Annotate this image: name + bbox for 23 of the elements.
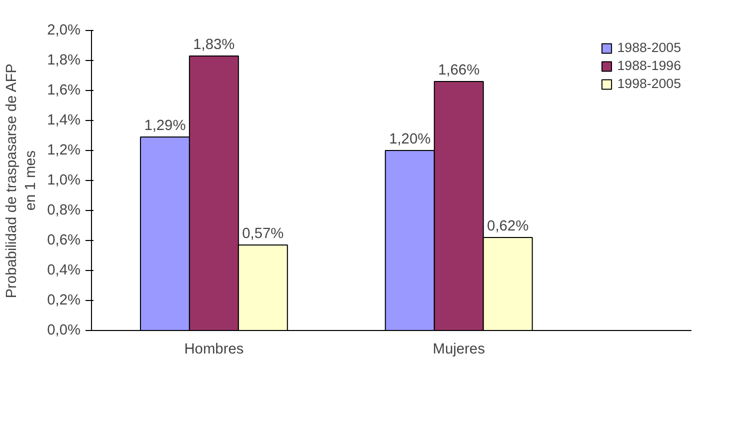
y-tick-label: 1,8%: [47, 52, 80, 68]
x-tick-label: Mujeres: [432, 342, 485, 358]
y-tick-label: 0,8%: [47, 202, 80, 218]
y-tick-label: 0,0%: [47, 322, 80, 338]
data-label: 0,57%: [242, 226, 284, 242]
y-axis-title: Probabilidad de traspasarse de AFP en 1 mes: [4, 64, 40, 298]
data-label: 1,29%: [144, 118, 186, 134]
legend-label: 1988-2005: [617, 40, 681, 55]
data-label: 1,66%: [438, 62, 480, 78]
y-tick-label: 1,6%: [47, 82, 80, 98]
y-tick-label: 0,4%: [47, 262, 80, 278]
x-tick-label: Hombres: [184, 342, 244, 358]
legend-label: 1998-2005: [617, 76, 681, 91]
data-label: 1,20%: [389, 132, 431, 148]
y-tick-label: 1,0%: [47, 172, 80, 188]
y-tick-label: 0,6%: [47, 232, 80, 248]
y-tick-label: 1,2%: [47, 142, 80, 158]
y-tick-label: 0,2%: [47, 292, 80, 308]
data-label: 0,62%: [487, 218, 529, 234]
y-tick-label: 1,4%: [47, 112, 80, 128]
legend-label: 1988-1996: [617, 58, 681, 73]
data-label: 1,83%: [193, 37, 235, 53]
y-tick-label: 2,0%: [47, 22, 80, 38]
